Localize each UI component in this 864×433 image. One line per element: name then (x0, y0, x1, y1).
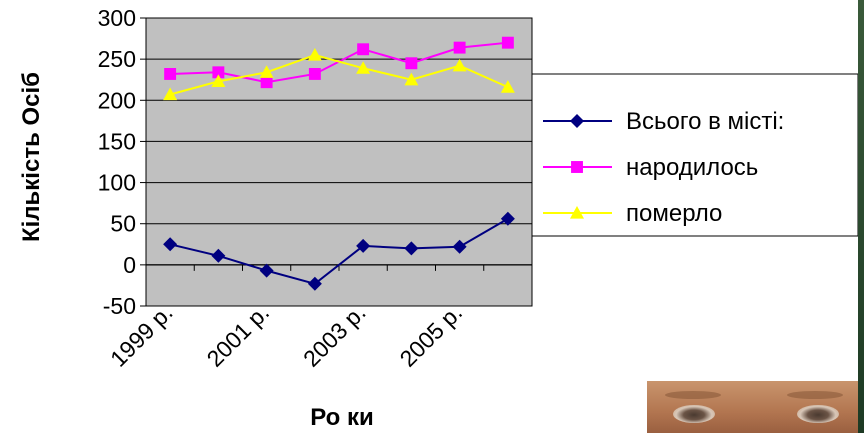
data-point-triangle (404, 72, 419, 86)
data-point-triangle (356, 61, 371, 74)
y-tick-label: 300 (98, 5, 136, 31)
data-point-square (405, 57, 418, 70)
data-point-square (357, 43, 370, 56)
plot-area (146, 18, 532, 306)
data-point-triangle (259, 65, 274, 78)
x-tick-label: 2005 р. (395, 299, 468, 372)
series-2 (163, 48, 515, 101)
data-point-square (453, 41, 466, 54)
baby-face-photo-icon (647, 381, 864, 433)
legend-label: померло (626, 200, 722, 227)
data-point-square (164, 68, 177, 80)
data-point-triangle (163, 87, 178, 101)
y-tick-label: 0 (123, 252, 136, 278)
y-tick-label: -50 (103, 293, 136, 319)
y-axis-title: Кількість Осіб (18, 72, 45, 242)
legend-label: народилось (626, 154, 758, 181)
data-point-triangle (570, 206, 584, 219)
data-point-diamond (500, 211, 515, 226)
y-axis-ticks: 300 250 200 150 100 50 0 -50 (98, 5, 146, 319)
data-point-triangle (307, 48, 322, 61)
series-group (163, 36, 515, 291)
x-tick-label: 2001 р. (202, 299, 275, 372)
series-line (169, 217, 509, 285)
y-tick-label: 250 (98, 46, 136, 72)
data-point-square (212, 66, 225, 79)
legend-box (531, 73, 859, 237)
data-point-square (308, 68, 321, 80)
x-tick-label: 2003 р. (298, 299, 371, 372)
y-tick-label: 100 (98, 170, 136, 196)
x-axis-title: Ро ки (310, 404, 374, 431)
data-point-diamond (259, 263, 274, 278)
brow-right (787, 391, 843, 399)
data-point-diamond (570, 114, 584, 128)
data-point-diamond (452, 239, 467, 254)
background-edge (858, 0, 864, 433)
data-point-square (571, 161, 583, 173)
x-axis-ticks: 1999 р. 2001 р. 2003 р. 2005 р. (105, 299, 467, 372)
data-point-triangle (500, 80, 515, 93)
eye-right (797, 405, 839, 423)
data-point-triangle (211, 74, 226, 87)
legend: Всього в місті: народилось померло (531, 73, 859, 237)
data-point-diamond (163, 237, 178, 252)
data-point-diamond (307, 276, 322, 291)
y-tick-label: 150 (98, 128, 136, 154)
y-tick-label: 50 (110, 211, 136, 237)
data-point-triangle (452, 58, 467, 72)
data-point-square (260, 76, 273, 89)
series-line (169, 53, 509, 96)
data-point-diamond (211, 248, 226, 263)
data-point-diamond (356, 238, 371, 253)
y-tick-label: 200 (98, 87, 136, 113)
data-point-diamond (404, 241, 419, 256)
eye-left (673, 405, 715, 423)
series-0 (163, 211, 515, 291)
legend-label: Всього в місті: (626, 108, 784, 135)
brow-left (665, 391, 721, 399)
data-point-square (501, 36, 514, 49)
